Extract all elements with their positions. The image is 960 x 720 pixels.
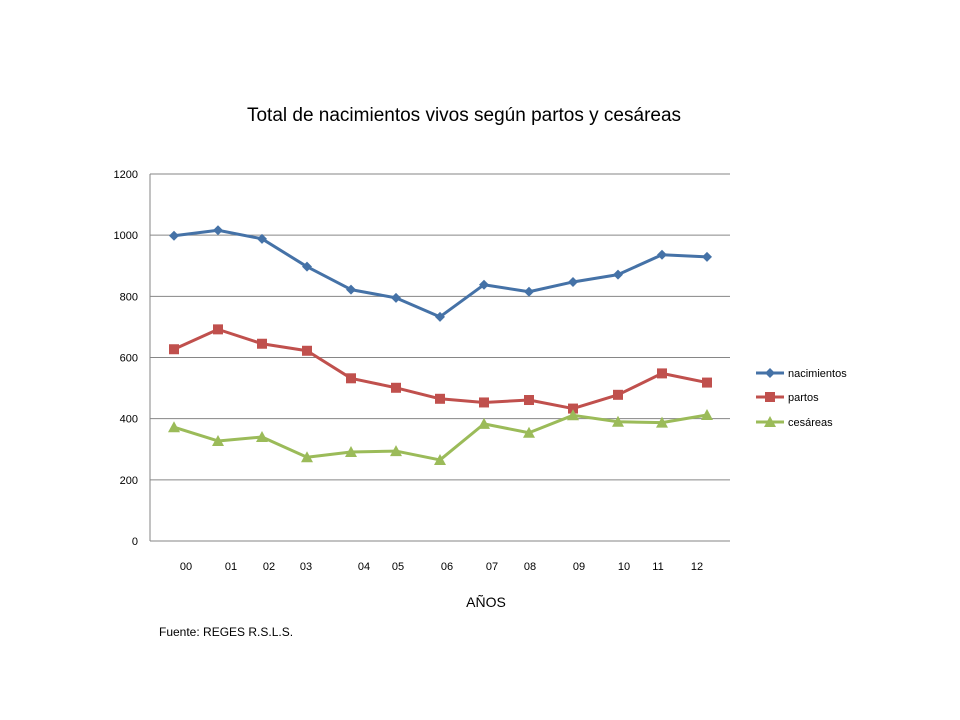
data-point-nacimientos bbox=[302, 261, 312, 272]
x-tick-label: 03 bbox=[300, 561, 312, 573]
data-point-cesáreas bbox=[256, 431, 268, 443]
data-point-partos bbox=[213, 324, 223, 335]
y-tick-label: 1000 bbox=[114, 230, 138, 242]
series-nacimientos bbox=[169, 225, 712, 322]
data-point-cesáreas bbox=[301, 451, 313, 463]
x-axis-label: AÑOS bbox=[466, 594, 506, 610]
series-partos bbox=[169, 324, 712, 414]
data-point-nacimientos bbox=[524, 286, 534, 297]
data-point-cesáreas bbox=[567, 409, 579, 421]
data-point-partos bbox=[346, 373, 356, 384]
data-point-nacimientos bbox=[391, 292, 401, 303]
y-tick-label: 1200 bbox=[114, 169, 138, 181]
data-point-partos bbox=[257, 338, 267, 349]
data-point-cesáreas bbox=[523, 426, 535, 438]
data-point-nacimientos bbox=[213, 225, 223, 236]
data-point-partos bbox=[568, 403, 578, 414]
data-point-cesáreas bbox=[345, 446, 357, 458]
legend-label: nacimientos bbox=[788, 368, 847, 380]
grid-lines bbox=[150, 173, 730, 542]
data-point-cesáreas bbox=[390, 445, 402, 457]
data-point-cesáreas bbox=[212, 434, 224, 446]
data-point-partos bbox=[302, 345, 312, 356]
y-tick-label: 200 bbox=[120, 475, 138, 487]
chart-title: Total de nacimientos vivos según partos … bbox=[247, 105, 681, 126]
data-point-partos bbox=[613, 389, 623, 400]
y-tick-label: 800 bbox=[120, 291, 138, 303]
series-line-nacimientos bbox=[173, 228, 708, 319]
x-tick-label: 01 bbox=[225, 561, 237, 573]
data-point-nacimientos bbox=[435, 311, 445, 322]
x-tick-label: 07 bbox=[486, 561, 498, 573]
legend: nacimientos partos cesáreas bbox=[756, 368, 847, 429]
data-point-partos bbox=[435, 393, 445, 404]
legend-label: partos bbox=[788, 392, 819, 404]
y-tick-label: 400 bbox=[120, 414, 138, 426]
data-point-nacimientos bbox=[613, 269, 623, 280]
data-point-partos bbox=[169, 344, 179, 355]
data-point-nacimientos bbox=[169, 230, 179, 241]
y-tick-label: 0 bbox=[132, 536, 138, 548]
data-point-partos bbox=[657, 368, 667, 379]
data-point-partos bbox=[524, 395, 534, 406]
legend-item-cesáreas: cesáreas bbox=[756, 416, 833, 429]
series-line-cesáreas bbox=[173, 413, 708, 462]
data-point-cesáreas bbox=[656, 416, 668, 428]
legend-item-partos: partos bbox=[756, 392, 819, 404]
data-point-nacimientos bbox=[257, 233, 267, 244]
data-point-partos bbox=[391, 382, 401, 393]
data-point-nacimientos bbox=[346, 284, 356, 295]
x-tick-label: 04 bbox=[358, 561, 370, 573]
legend-label: cesáreas bbox=[788, 417, 833, 429]
legend-marker bbox=[765, 368, 775, 378]
data-point-nacimientos bbox=[702, 251, 712, 262]
x-tick-label: 05 bbox=[392, 561, 404, 573]
x-tick-label: 08 bbox=[524, 561, 536, 573]
y-axis-ticks: 0 200 400 600 800 1000 1200 bbox=[114, 169, 138, 548]
data-point-cesáreas bbox=[478, 417, 490, 429]
legend-marker bbox=[764, 416, 776, 427]
data-point-cesáreas bbox=[701, 408, 713, 420]
data-point-cesáreas bbox=[612, 415, 624, 427]
data-point-partos bbox=[702, 377, 712, 388]
x-tick-label: 11 bbox=[652, 561, 663, 573]
data-point-nacimientos bbox=[568, 276, 578, 287]
x-tick-label: 06 bbox=[441, 561, 453, 573]
series-group bbox=[168, 225, 713, 465]
series-cesáreas bbox=[168, 408, 713, 465]
x-tick-label: 09 bbox=[573, 561, 585, 573]
y-tick-label: 600 bbox=[120, 353, 138, 365]
data-point-nacimientos bbox=[479, 279, 489, 290]
source-note: Fuente: REGES R.S.L.S. bbox=[159, 625, 293, 639]
data-point-cesáreas bbox=[168, 421, 180, 433]
x-tick-label: 12 bbox=[691, 561, 703, 573]
x-tick-label: 02 bbox=[263, 561, 275, 573]
legend-item-nacimientos: nacimientos bbox=[756, 368, 847, 380]
data-point-nacimientos bbox=[657, 249, 667, 260]
data-point-partos bbox=[479, 397, 489, 408]
x-tick-label: 00 bbox=[180, 561, 192, 573]
x-tick-label: 10 bbox=[618, 561, 630, 573]
legend-marker bbox=[765, 392, 775, 402]
x-axis-ticks: 00 01 02 03 04 05 06 07 08 09 10 11 12 bbox=[180, 561, 703, 573]
data-point-cesáreas bbox=[434, 453, 446, 465]
